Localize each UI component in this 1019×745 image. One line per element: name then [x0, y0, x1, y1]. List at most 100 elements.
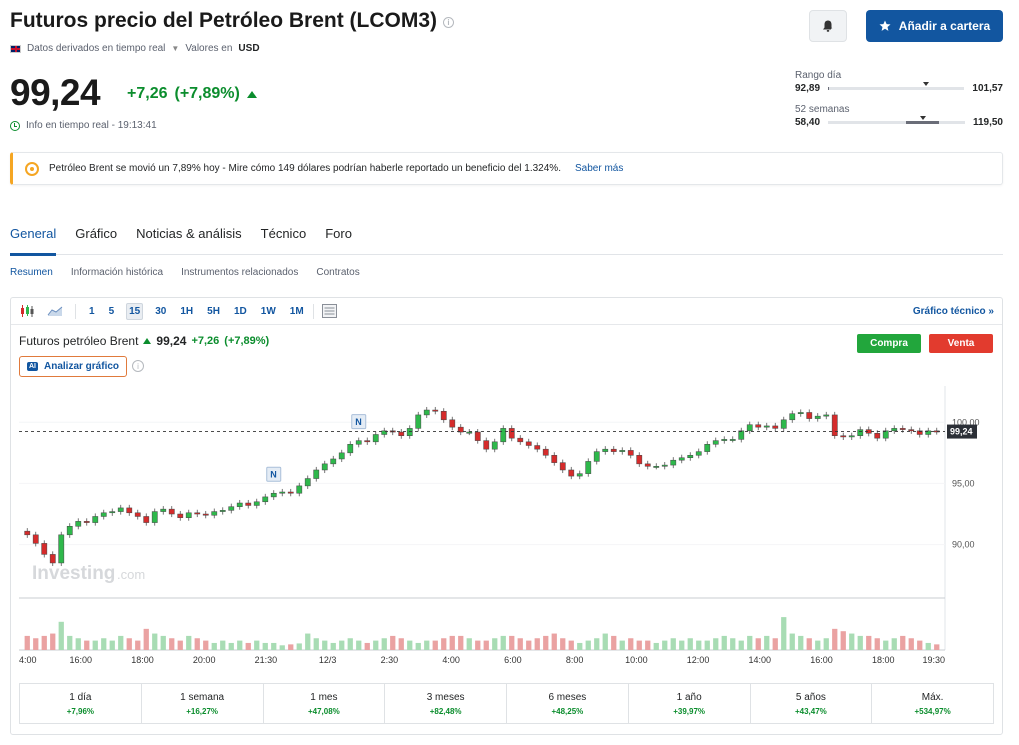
volume-bar [925, 642, 931, 650]
interval-1m[interactable]: 1M [289, 305, 304, 317]
candle [143, 516, 150, 523]
volume-bar [781, 617, 787, 650]
x-tick-label: 21:30 [255, 655, 278, 665]
candle [721, 439, 728, 441]
candle [432, 409, 439, 412]
analyze-chart-button[interactable]: AI Analizar gráfico [19, 356, 128, 377]
candle [542, 448, 549, 456]
buy-button[interactable]: Compra [857, 334, 921, 353]
volume-bar [203, 640, 209, 650]
interval-1w[interactable]: 1W [260, 305, 276, 317]
candle [534, 445, 541, 450]
volume-bar [50, 633, 56, 650]
volume-bar [551, 633, 557, 650]
interval-1d[interactable]: 1D [233, 305, 247, 317]
volume-bar [883, 640, 889, 650]
performance-label: 5 años [795, 691, 826, 703]
candle [32, 534, 39, 544]
table-view-icon[interactable] [320, 302, 340, 320]
interval-15[interactable]: 15 [126, 302, 144, 320]
x-tick-label: 19:30 [922, 655, 945, 665]
sub-tabs: Resumen Información histórica Instrument… [10, 267, 360, 278]
tab-forum[interactable]: Foro [325, 226, 352, 241]
tab-general[interactable]: General [10, 226, 57, 256]
candlestick-type-icon[interactable] [17, 302, 37, 320]
subtab-summary[interactable]: Resumen [10, 267, 53, 278]
x-tick-label: 18:00 [872, 655, 895, 665]
volume-bar [220, 640, 226, 650]
news-marker-label: N [270, 470, 277, 480]
volume-bar [908, 638, 914, 650]
candle [593, 451, 600, 462]
interval-1h[interactable]: 1H [180, 305, 194, 317]
candle [559, 462, 566, 471]
interval-30[interactable]: 30 [155, 305, 167, 317]
subtab-history[interactable]: Información histórica [70, 267, 164, 278]
candle [806, 412, 813, 419]
subtab-related[interactable]: Instrumentos relacionados [181, 267, 299, 278]
candle [678, 457, 685, 461]
performance-value: +534,97% [914, 706, 951, 716]
candle [610, 448, 617, 452]
day-range-bar [828, 82, 965, 90]
candle [66, 526, 73, 536]
performance-cell[interactable]: 1 mes +47,08% [264, 684, 386, 723]
candle [661, 464, 668, 467]
volume-bar [857, 635, 863, 650]
technical-chart-link[interactable]: Gráfico técnico » [912, 306, 994, 317]
candle [636, 455, 643, 465]
volume-bar [475, 640, 481, 650]
volume-bar [585, 640, 591, 650]
volume-bar [772, 638, 778, 650]
candle [398, 431, 405, 436]
candle [925, 430, 932, 435]
performance-value: +48,25% [551, 706, 584, 716]
chart-price: 99,24 [156, 334, 187, 348]
price-chart[interactable]: 100,00 95,00 90,00 Investing .com 99,24 N N 4:00… [11, 386, 1002, 671]
subtab-contracts[interactable]: Contratos [316, 267, 360, 278]
volume-bar [568, 640, 574, 650]
candle [177, 513, 184, 518]
candle [245, 502, 252, 506]
tab-chart[interactable]: Gráfico [75, 226, 118, 241]
performance-cell[interactable]: 6 meses +48,25% [507, 684, 629, 723]
performance-cell[interactable]: 3 meses +82,48% [385, 684, 507, 723]
area-chart-icon[interactable] [45, 302, 65, 320]
candle [253, 501, 260, 506]
news-marker [351, 414, 367, 430]
performance-label: 1 semana [180, 691, 225, 703]
volume-bar [747, 635, 753, 650]
learn-more-link[interactable]: Saber más [574, 163, 624, 174]
info-icon[interactable]: i [132, 360, 144, 372]
performance-cell[interactable]: Máx. +534,97% [872, 684, 993, 723]
performance-cell[interactable]: 1 semana +16,27% [142, 684, 264, 723]
x-tick-label: 6:00 [504, 655, 522, 665]
performance-cell[interactable]: 1 día +7,96% [20, 684, 142, 723]
performance-cell[interactable]: 5 años +43,47% [751, 684, 873, 723]
volume-bar [602, 633, 608, 650]
instrument-title: Futuros precio del Petróleo Brent (LCOM3… [10, 9, 438, 32]
interval-1[interactable]: 1 [89, 305, 95, 317]
sell-button[interactable]: Venta [929, 334, 993, 353]
info-icon[interactable]: i [443, 16, 455, 28]
interval-5h[interactable]: 5H [207, 305, 220, 317]
add-to-portfolio-button[interactable]: Añadir a cartera [866, 10, 1003, 42]
candle [474, 431, 481, 441]
chevron-down-icon[interactable]: ▼ [171, 44, 180, 53]
candle [772, 425, 779, 429]
data-type-label[interactable]: Datos derivados en tiempo real [27, 43, 166, 54]
volume-bar [415, 642, 421, 650]
performance-cell[interactable]: 1 año +39,97% [629, 684, 751, 723]
analyze-chart-label: Analizar gráfico [44, 361, 120, 372]
week52-range-bar [828, 116, 965, 124]
interval-5[interactable]: 5 [108, 305, 115, 317]
alert-button[interactable] [809, 10, 847, 42]
x-tick-label: 20:00 [193, 655, 216, 665]
tab-technical[interactable]: Técnico [260, 226, 307, 241]
tab-news[interactable]: Noticias & análisis [136, 226, 242, 241]
candle [483, 440, 490, 450]
candle [780, 419, 787, 429]
candle [134, 512, 141, 517]
candle [296, 485, 303, 494]
volume-bar [815, 640, 821, 650]
